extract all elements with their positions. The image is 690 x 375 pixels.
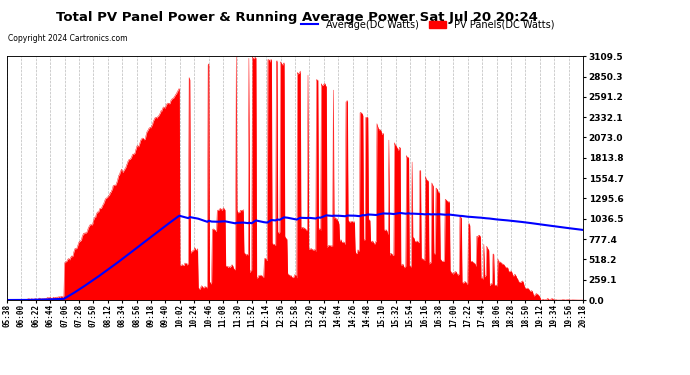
Text: Copyright 2024 Cartronics.com: Copyright 2024 Cartronics.com <box>8 34 128 43</box>
Text: Total PV Panel Power & Running Average Power Sat Jul 20 20:24: Total PV Panel Power & Running Average P… <box>56 11 538 24</box>
Legend: Average(DC Watts), PV Panels(DC Watts): Average(DC Watts), PV Panels(DC Watts) <box>297 16 558 34</box>
